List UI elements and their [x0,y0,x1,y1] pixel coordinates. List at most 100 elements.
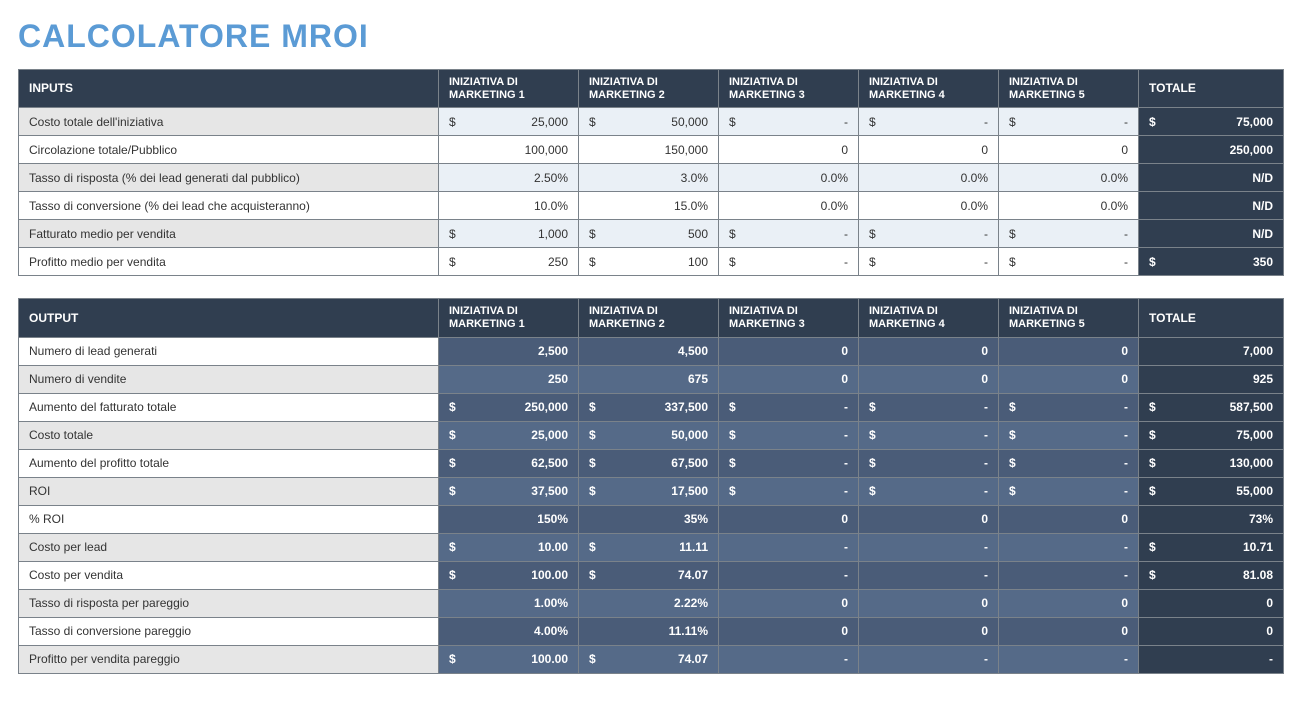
table-row: Tasso di conversione pareggio4.00%11.11%… [19,617,1284,645]
table-row: Aumento del profitto totale$62,500$67,50… [19,449,1284,477]
table-row: Profitto medio per vendita$250$100$-$-$-… [19,248,1284,276]
lead-generati-label: Numero di lead generati [19,337,439,365]
value-cell: 0 [719,617,859,645]
value-cell: 73% [1139,505,1284,533]
table-row: Tasso di risposta per pareggio1.00%2.22%… [19,589,1284,617]
value-cell: 0 [719,505,859,533]
value-cell: 0 [999,337,1139,365]
table-row: Aumento del fatturato totale$250,000$337… [19,393,1284,421]
value-cell: 0 [999,589,1139,617]
value-cell: $- [859,220,999,248]
value-cell: $- [999,421,1139,449]
value-cell: 675 [579,365,719,393]
value-cell: 0.0% [719,192,859,220]
table-row: Fatturato medio per vendita$1,000$500$-$… [19,220,1284,248]
value-cell: 0 [1139,617,1284,645]
circolazione-label: Circolazione totale/Pubblico [19,136,439,164]
value-cell: 0 [719,589,859,617]
value-cell: 0 [719,365,859,393]
value-cell: 0.0% [719,164,859,192]
value-cell: $130,000 [1139,449,1284,477]
value-cell: 150,000 [579,136,719,164]
value-cell: 0.0% [859,192,999,220]
inputs-header-row: INPUTS INIZIATIVA DI MARKETING 1 INIZIAT… [19,70,1284,108]
value-cell: 15.0% [579,192,719,220]
value-cell: $75,000 [1139,108,1284,136]
costo-per-lead-label: Costo per lead [19,533,439,561]
value-cell: 0 [999,365,1139,393]
value-cell: $500 [579,220,719,248]
value-cell: $- [719,421,859,449]
fatturato-medio-label: Fatturato medio per vendita [19,220,439,248]
output-label-header: OUTPUT [19,299,439,337]
value-cell: - [859,533,999,561]
value-cell: 0 [999,505,1139,533]
value-cell: $17,500 [579,477,719,505]
value-cell: $74.07 [579,561,719,589]
value-cell: $75,000 [1139,421,1284,449]
value-cell: $- [719,108,859,136]
costo-per-vendita-label: Costo per vendita [19,561,439,589]
value-cell: 0 [719,136,859,164]
value-cell: $- [999,220,1139,248]
table-row: Costo totale$25,000$50,000$-$-$-$75,000 [19,421,1284,449]
value-cell: 0 [859,617,999,645]
value-cell: $50,000 [579,421,719,449]
value-cell: 4,500 [579,337,719,365]
conversione-pareggio-label: Tasso di conversione pareggio [19,617,439,645]
value-cell: $- [859,248,999,276]
col-init-4: INIZIATIVA DI MARKETING 4 [859,70,999,108]
value-cell: $- [999,477,1139,505]
value-cell: 3.0% [579,164,719,192]
value-cell: 11.11% [579,617,719,645]
value-cell: $- [859,421,999,449]
page-title: CALCOLATORE MROI [18,18,1283,55]
value-cell: 2.50% [439,164,579,192]
value-cell: $100.00 [439,645,579,673]
table-row: Circolazione totale/Pubblico100,000150,0… [19,136,1284,164]
value-cell: $250,000 [439,393,579,421]
table-row: Costo per lead$10.00$11.11---$10.71 [19,533,1284,561]
value-cell: $350 [1139,248,1284,276]
value-cell: 250 [439,365,579,393]
col-init-2: INIZIATIVA DI MARKETING 2 [579,70,719,108]
value-cell: $10.00 [439,533,579,561]
value-cell: 0.0% [859,164,999,192]
value-cell: $10.71 [1139,533,1284,561]
value-cell: $- [999,393,1139,421]
value-cell: $- [859,393,999,421]
pct-roi-label: % ROI [19,505,439,533]
col-init-2: INIZIATIVA DI MARKETING 2 [579,299,719,337]
col-init-3: INIZIATIVA DI MARKETING 3 [719,70,859,108]
value-cell: 1.00% [439,589,579,617]
table-row: Costo per vendita$100.00$74.07---$81.08 [19,561,1284,589]
value-cell: 0.0% [999,164,1139,192]
value-cell: - [999,645,1139,673]
numero-vendite-label: Numero di vendite [19,365,439,393]
table-row: ROI$37,500$17,500$-$-$-$55,000 [19,477,1284,505]
value-cell: 0 [859,337,999,365]
table-row: % ROI150%35%00073% [19,505,1284,533]
value-cell: 150% [439,505,579,533]
col-init-4: INIZIATIVA DI MARKETING 4 [859,299,999,337]
aumento-profitto-label: Aumento del profitto totale [19,449,439,477]
value-cell: $55,000 [1139,477,1284,505]
value-cell: 0 [859,505,999,533]
value-cell: $- [859,449,999,477]
value-cell: $- [719,248,859,276]
inputs-label-header: INPUTS [19,70,439,108]
value-cell: $- [859,477,999,505]
aumento-fatturato-label: Aumento del fatturato totale [19,393,439,421]
table-row: Numero di lead generati2,5004,5000007,00… [19,337,1284,365]
value-cell: - [719,533,859,561]
value-cell: $50,000 [579,108,719,136]
value-cell: - [719,561,859,589]
col-init-1: INIZIATIVA DI MARKETING 1 [439,70,579,108]
value-cell: 100,000 [439,136,579,164]
value-cell: $11.11 [579,533,719,561]
value-cell: 10.0% [439,192,579,220]
value-cell: $- [719,477,859,505]
col-init-5: INIZIATIVA DI MARKETING 5 [999,70,1139,108]
table-row: Tasso di risposta (% dei lead generati d… [19,164,1284,192]
value-cell: 0 [859,365,999,393]
